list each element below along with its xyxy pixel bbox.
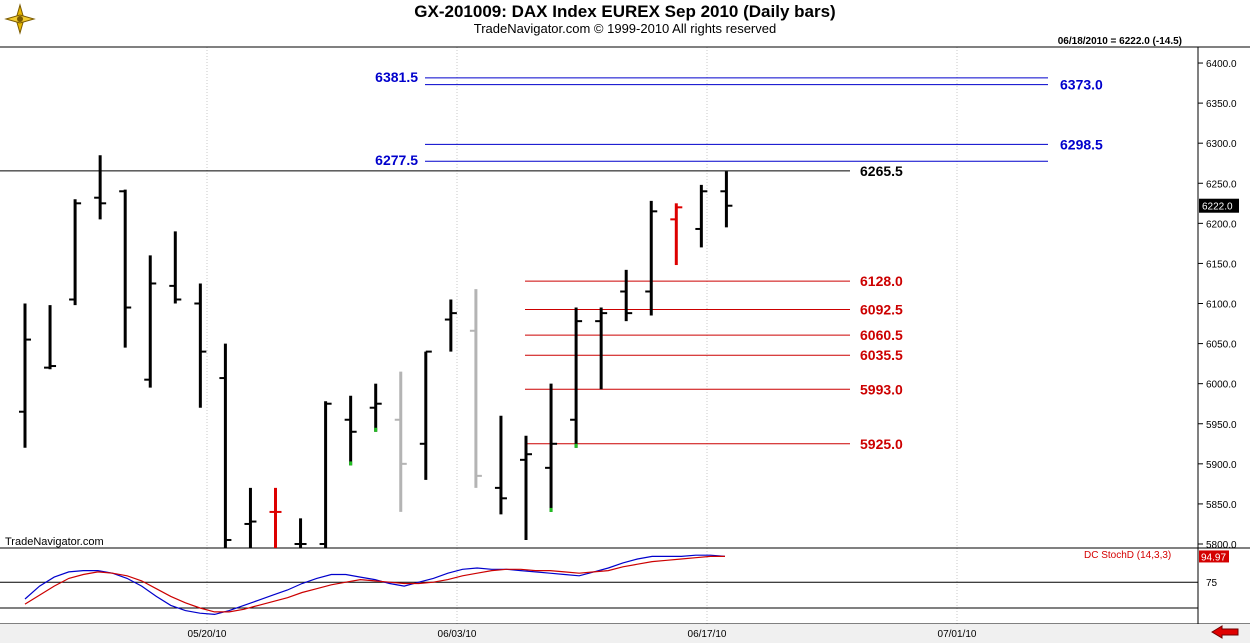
y-tick-label: 6000.0 (1206, 380, 1237, 391)
stoch-value-box (1199, 550, 1229, 563)
last-quote: 06/18/2010 = 6222.0 (-14.5) (1057, 36, 1182, 47)
date-axis: 05/20/10 06/03/10 06/17/10 07/01/10 (188, 629, 977, 640)
stoch-value-label: 94.97 (1201, 552, 1226, 563)
price-axis: 5800.0 5850.0 5900.0 5950.0 6000.0 6050.0 6100… (1198, 59, 1239, 551)
black-level-label: 6265.5 (860, 163, 903, 179)
y-tick-label: 6100.0 (1206, 300, 1237, 311)
stochastic-panel: 75 94.97 (0, 550, 1229, 616)
red-level-label: 6035.5 (860, 347, 903, 363)
y-tick-label: 5900.0 (1206, 460, 1237, 471)
signal-dot (549, 507, 553, 512)
signal-dot (349, 461, 353, 466)
y-tick-label: 6400.0 (1206, 59, 1237, 70)
stoch-k-line (24, 554, 726, 616)
x-tick-label: 07/01/10 (938, 629, 977, 640)
trade-navigator-compass-icon (4, 3, 36, 35)
red-level-label: 6092.5 (860, 302, 903, 318)
red-level-label: 6060.5 (860, 327, 903, 343)
x-tick-label: 05/20/10 (188, 629, 227, 640)
y-tick-label: 6200.0 (1206, 219, 1237, 230)
y-tick-label: 5950.0 (1206, 420, 1237, 431)
chart-subtitle: TradeNavigator.com © 1999-2010 All right… (473, 21, 777, 36)
last-price-label: 6222.0 (1202, 202, 1233, 213)
y-tick-label: 6150.0 (1206, 259, 1237, 270)
y-tick-label: 6300.0 (1206, 139, 1237, 150)
y-tick-label: 6050.0 (1206, 340, 1237, 351)
y-tick-label: 6250.0 (1206, 179, 1237, 190)
stoch-d-line (24, 555, 725, 613)
blue-level-label: 6298.5 (1060, 136, 1103, 152)
last-price-box (1199, 198, 1239, 213)
blue-level-label: 6373.0 (1060, 77, 1103, 93)
x-tick-label: 06/17/10 (688, 629, 727, 640)
y-tick-label: 5850.0 (1206, 500, 1237, 511)
price-bars (19, 155, 733, 548)
signal-dot (574, 443, 578, 448)
signal-dot (374, 427, 378, 432)
y-tick-label: 5800.0 (1206, 540, 1237, 551)
red-level-label: 5925.0 (860, 436, 903, 452)
red-level-label: 6128.0 (860, 273, 903, 289)
level-lines: 6381.5 6277.5 6373.0 6298.5 6265.5 6128.0 6092… (0, 69, 1103, 452)
blue-level-label: 6277.5 (375, 152, 418, 168)
scroll-back-arrow-icon[interactable] (1210, 624, 1240, 640)
stoch-level-label: 75 (1206, 578, 1218, 589)
date-axis-background (0, 624, 1250, 643)
chart-title: GX-201009: DAX Index EUREX Sep 2010 (Dai… (414, 2, 836, 21)
watermark-text: TradeNavigator.com (5, 536, 104, 548)
indicator-label: DC StochD (14,3,3) (1084, 550, 1172, 561)
x-tick-label: 06/03/10 (438, 629, 477, 640)
blue-level-label: 6381.5 (375, 69, 418, 85)
y-tick-label: 6350.0 (1206, 99, 1237, 110)
red-level-label: 5993.0 (860, 381, 903, 397)
